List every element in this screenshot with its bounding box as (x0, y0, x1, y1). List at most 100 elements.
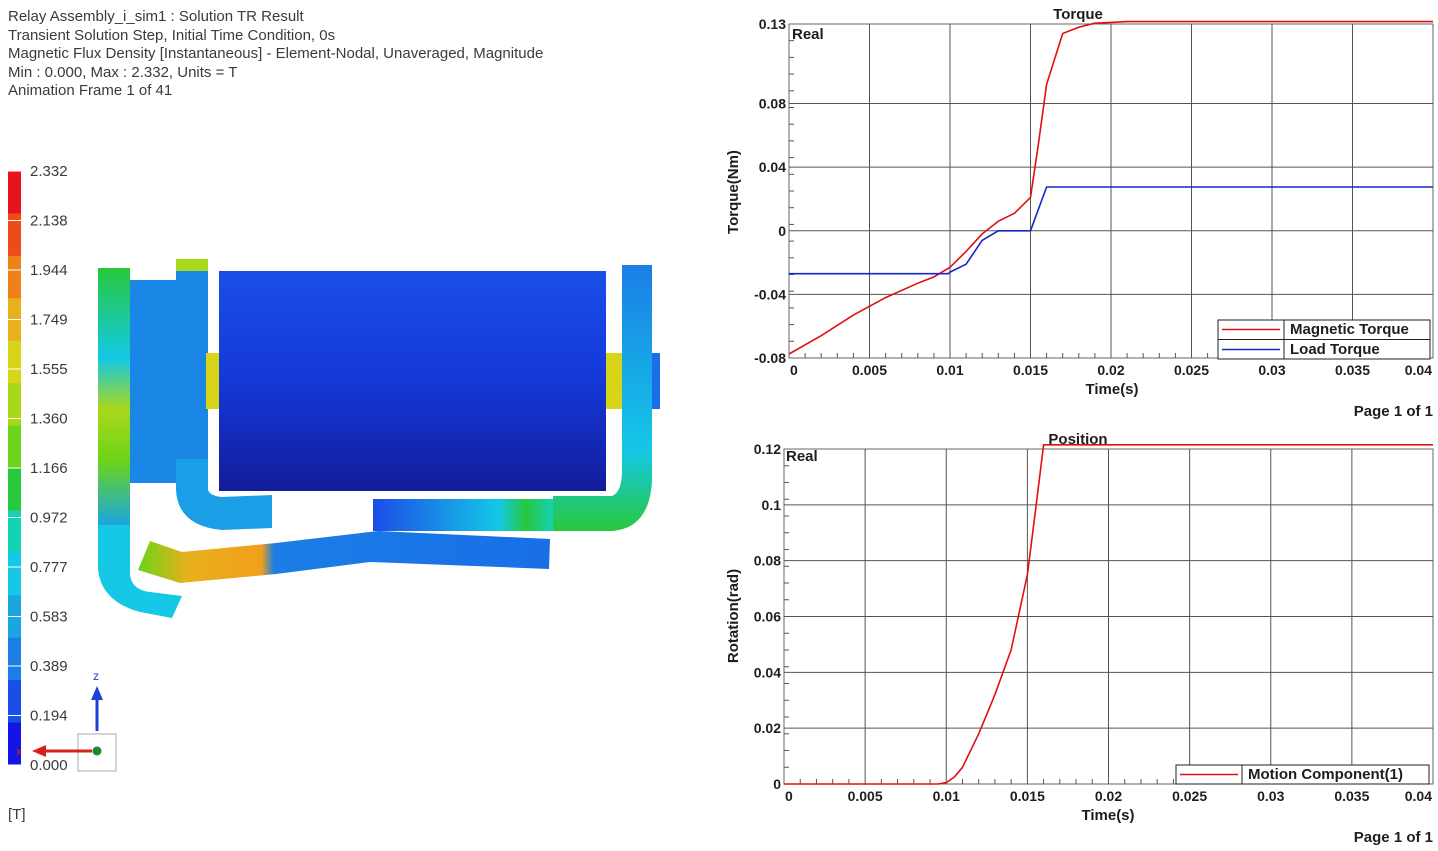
position-chart-title: Position (1048, 431, 1107, 448)
x-tick-label: 0.025 (1174, 362, 1209, 378)
colorbar-label: 1.166 (30, 460, 68, 477)
x-tick-label: 0 (790, 362, 798, 378)
y-tick-label: 0.08 (759, 96, 786, 112)
colorbar-label: 2.332 (30, 163, 68, 180)
position-chart: Position 0 0.005 0.01 0.015 0.02 0.025 0.03 0.0… (725, 431, 1434, 846)
colorbar-segment (8, 383, 21, 427)
x-tick-label: 0.035 (1335, 362, 1370, 378)
x-tick-label: 0.015 (1010, 788, 1045, 804)
colorbar-segment (8, 255, 21, 299)
left-yoke-upper (98, 268, 130, 525)
position-real-tag: Real (786, 448, 818, 465)
armature (138, 531, 550, 583)
colorbar-label: 0.194 (30, 708, 68, 725)
colorbar-segment (8, 510, 21, 554)
y-tick-label: 0.06 (754, 609, 781, 625)
y-tick-label: 0 (778, 223, 786, 239)
position-x-axis-label: Time(s) (1081, 807, 1134, 824)
colorbar-segment (8, 468, 21, 511)
series-line-magnetic-torque (788, 20, 1433, 355)
position-series (784, 443, 1433, 785)
torque-series (788, 20, 1433, 355)
left-yoke-lower (98, 525, 182, 618)
x-tick-label: 0.015 (1013, 362, 1048, 378)
colorbar: 2.332 2.138 1.944 1.749 1.555 1.360 1.166 0.972… (8, 163, 68, 774)
y-tick-label: -0.04 (754, 286, 786, 302)
position-page-indicator: Page 1 of 1 (1354, 829, 1433, 846)
triad-x-label: x (16, 746, 22, 758)
header-line-step: Transient Solution Step, Initial Time Co… (8, 26, 336, 44)
header-line-quantity: Magnetic Flux Density [Instantaneous] - … (8, 45, 544, 62)
triad-z-label: z (93, 669, 99, 683)
colorbar-segment (8, 425, 21, 469)
left-block (128, 280, 176, 483)
torque-y-ticks: 0.13 0.08 0.04 0 -0.04 -0.08 (754, 16, 786, 366)
torque-legend: Magnetic Torque Load Torque (1217, 319, 1431, 360)
right-yoke (553, 265, 652, 531)
colorbar-label: 0.000 (30, 757, 68, 774)
relay-model (98, 259, 660, 618)
x-tick-label: 0.01 (936, 362, 963, 378)
position-y-axis-label: Rotation(rad) (725, 569, 742, 663)
colorbar-label: 1.944 (30, 262, 68, 279)
colorbar-label: 1.360 (30, 411, 68, 428)
y-tick-label: 0.04 (759, 159, 786, 175)
colorbar-label: 2.138 (30, 213, 68, 230)
y-tick-label: -0.08 (754, 350, 786, 366)
coil (219, 271, 606, 491)
colorbar-label: 0.389 (30, 658, 68, 675)
torque-page-indicator: Page 1 of 1 (1354, 403, 1433, 420)
colorbar-label: 0.777 (30, 559, 68, 576)
torque-gridlines (789, 24, 1433, 358)
x-tick-label: 0.01 (933, 788, 960, 804)
x-tick-label: 0.04 (1405, 788, 1432, 804)
rod-end (652, 353, 660, 409)
x-tick-label: 0.025 (1172, 788, 1207, 804)
torque-x-ticks: 0 0.005 0.01 0.015 0.02 0.025 0.03 0.035 0.04 (790, 362, 1432, 378)
coordinate-triad: z x (16, 669, 117, 772)
colorbar-segment (8, 637, 21, 681)
colorbar-label: 1.749 (30, 312, 68, 329)
colorbar-segment (8, 340, 21, 384)
x-tick-label: 0.02 (1095, 788, 1122, 804)
y-tick-label: 0.04 (754, 664, 781, 680)
header-line-range: Min : 0.000, Max : 2.332, Units = T (8, 63, 238, 81)
colorbar-label: 0.583 (30, 609, 68, 626)
y-tick-label: 0.02 (754, 720, 781, 736)
legend-label-motion-component: Motion Component(1) (1248, 766, 1403, 783)
x-tick-label: 0.005 (852, 362, 887, 378)
bottom-bar (373, 499, 553, 531)
x-tick-label: 0 (785, 788, 793, 804)
legend-label-load-torque: Load Torque (1290, 341, 1380, 358)
colorbar-segment (8, 552, 21, 596)
x-tick-label: 0.04 (1405, 362, 1432, 378)
header-line-title: Relay Assembly_i_sim1 : Solution TR Resu… (8, 8, 304, 25)
torque-y-axis-label: Torque(Nm) (725, 150, 742, 234)
core-left-leg-upper (176, 259, 208, 459)
triad-origin-icon (92, 746, 102, 756)
colorbar-segment (8, 171, 21, 214)
position-gridlines (784, 449, 1433, 784)
core-left-leg-tip (176, 259, 208, 271)
torque-x-axis-label: Time(s) (1085, 381, 1138, 398)
series-line-motion-component-1- (784, 443, 1433, 785)
series-line-load-torque (789, 186, 1433, 275)
x-tick-label: 0.005 (848, 788, 883, 804)
torque-chart: Torque 0 0.005 0.01 0.015 0.02 0.025 0.03 0.035… (725, 6, 1434, 420)
triad-x-arrow-icon (32, 745, 46, 757)
x-tick-label: 0.035 (1334, 788, 1369, 804)
torque-real-tag: Real (792, 26, 824, 43)
position-y-ticks: 0.12 0.1 0.08 0.06 0.04 0.02 0 (754, 441, 781, 792)
y-tick-label: 0.1 (762, 497, 782, 513)
x-tick-label: 0.02 (1097, 362, 1124, 378)
position-legend: Motion Component(1) (1175, 764, 1430, 785)
y-tick-label: 0.12 (754, 441, 781, 457)
colorbar-segment (8, 213, 21, 257)
position-legend-box (1175, 764, 1430, 785)
y-tick-label: 0.13 (759, 16, 786, 32)
position-x-ticks: 0 0.005 0.01 0.015 0.02 0.025 0.03 0.035 0.04 (785, 788, 1432, 804)
header-line-frame: Animation Frame 1 of 41 (8, 82, 173, 99)
colorbar-label: 0.972 (30, 510, 68, 527)
x-tick-label: 0.03 (1257, 788, 1284, 804)
